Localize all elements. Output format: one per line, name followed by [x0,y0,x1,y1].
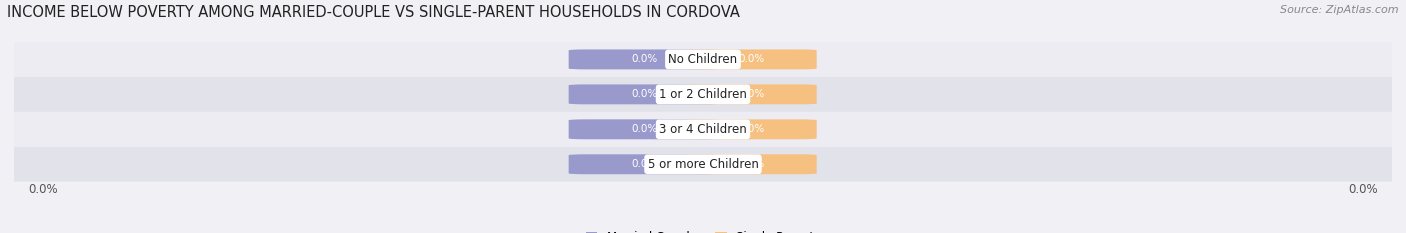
Text: 3 or 4 Children: 3 or 4 Children [659,123,747,136]
Text: 0.0%: 0.0% [738,159,765,169]
FancyBboxPatch shape [14,77,1392,112]
Text: 5 or more Children: 5 or more Children [648,158,758,171]
Text: 0.0%: 0.0% [738,89,765,99]
Text: 0.0%: 0.0% [631,124,658,134]
FancyBboxPatch shape [14,42,1392,77]
Text: 0.0%: 0.0% [1348,184,1378,196]
FancyBboxPatch shape [686,119,817,139]
Text: 1 or 2 Children: 1 or 2 Children [659,88,747,101]
Text: 0.0%: 0.0% [631,159,658,169]
FancyBboxPatch shape [568,49,720,69]
FancyBboxPatch shape [686,154,817,174]
FancyBboxPatch shape [14,147,1392,182]
Text: 0.0%: 0.0% [738,55,765,64]
Text: INCOME BELOW POVERTY AMONG MARRIED-COUPLE VS SINGLE-PARENT HOUSEHOLDS IN CORDOVA: INCOME BELOW POVERTY AMONG MARRIED-COUPL… [7,5,740,20]
Text: 0.0%: 0.0% [631,55,658,64]
FancyBboxPatch shape [686,84,817,104]
Text: 0.0%: 0.0% [631,89,658,99]
FancyBboxPatch shape [568,84,720,104]
FancyBboxPatch shape [568,119,720,139]
Legend: Married Couples, Single Parents: Married Couples, Single Parents [581,226,825,233]
Text: 0.0%: 0.0% [738,124,765,134]
FancyBboxPatch shape [14,112,1392,147]
FancyBboxPatch shape [568,154,720,174]
FancyBboxPatch shape [686,49,817,69]
Text: 0.0%: 0.0% [28,184,58,196]
Text: No Children: No Children [668,53,738,66]
Text: Source: ZipAtlas.com: Source: ZipAtlas.com [1281,5,1399,15]
